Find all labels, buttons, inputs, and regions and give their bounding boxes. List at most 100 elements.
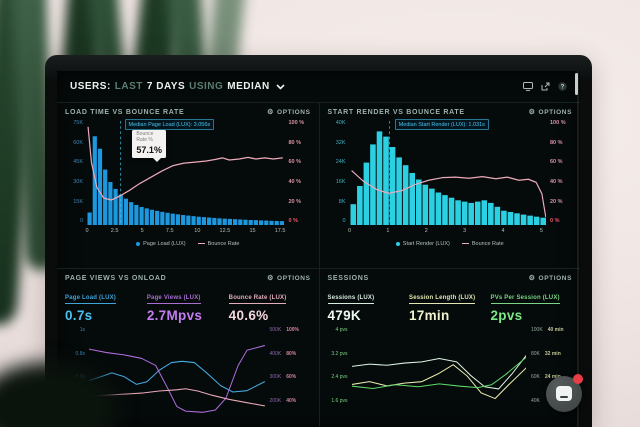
- y-axis-tick: 40K: [335, 120, 346, 126]
- histogram-plot: Median Page Load (LUX): 3.056s Bounce Ra…: [87, 119, 285, 225]
- y-axis-tick: 100 %: [550, 120, 566, 126]
- axis-tick-row: 40K: [531, 398, 572, 404]
- axis-tick-row: 60K 24 min: [531, 375, 572, 380]
- y-axis-tick: 1s: [79, 327, 85, 333]
- histogram-plot: Median Start Render (LUX): 1.031s: [349, 119, 547, 225]
- axis-tick: 100K: [531, 327, 543, 333]
- y-axis-tick: 0: [342, 218, 346, 225]
- legend-line-icon: [461, 242, 469, 245]
- stat-bounce-rate: Bounce Rate (LUX) 40.6%: [228, 286, 311, 323]
- dashboard-header: USERS: LAST 7 DAYS USING MEDIAN: [57, 71, 580, 103]
- stat-label: Session Length (LUX): [409, 295, 476, 304]
- legend-dot-icon: [136, 241, 141, 246]
- y-axis-tick: 4 pvs: [335, 327, 348, 333]
- y-axis-tick: 8K: [338, 198, 346, 205]
- options-label: OPTIONS: [277, 275, 311, 282]
- dashboard-row-bottom: PAGE VIEWS VS ONLOAD ⚙ OPTIONS Page Load…: [57, 269, 580, 426]
- stat-value: 2pvs: [490, 308, 523, 323]
- gear-icon: ⚙: [528, 109, 536, 116]
- x-axis-tick: 17.5: [274, 228, 286, 234]
- axis-tick: 80%: [286, 350, 297, 357]
- y-axis-tick: 100 %: [288, 120, 305, 126]
- stat-label: Sessions (LUX): [327, 295, 375, 304]
- x-axis-tick: 2.5: [110, 228, 119, 234]
- x-axis-tick: 0: [85, 228, 89, 234]
- axis-tick: 24 min: [544, 374, 561, 381]
- gear-icon: ⚙: [528, 275, 536, 282]
- y-axis-tick: 75K: [73, 120, 83, 126]
- x-axis: 0 1 2 3 4 5: [348, 228, 547, 237]
- y-axis-left: 40K 32K 24K 16K 8K 0: [328, 120, 350, 225]
- stat-value: 2.7Mpvs: [146, 308, 203, 323]
- stat-label: Page Load (LUX): [65, 295, 117, 304]
- legend-label: Bounce Rate: [471, 240, 504, 247]
- chat-widget-button[interactable]: [546, 374, 583, 412]
- options-label: OPTIONS: [277, 109, 311, 116]
- y-axis-tick: 2.4 pvs: [331, 374, 348, 381]
- options-button[interactable]: ⚙ OPTIONS: [267, 109, 310, 116]
- tooltip-value: 57.1%: [136, 144, 162, 155]
- display-icon[interactable]: [523, 82, 533, 91]
- y-axis-tick: 15K: [73, 198, 83, 205]
- stat-label: PVs Per Session (LUX): [490, 295, 560, 304]
- axis-tick: 200K: [269, 397, 282, 404]
- options-button[interactable]: ⚙ OPTIONS: [267, 275, 310, 282]
- stat-value: 479K: [327, 308, 361, 323]
- axis-tick: 80K: [531, 350, 540, 357]
- legend-label: Bounce Rate: [207, 240, 240, 247]
- x-axis-tick: 5: [140, 228, 144, 234]
- y-axis-tick: 20 %: [288, 198, 302, 205]
- axis-tick: 32 min: [544, 350, 561, 357]
- y-axis-tick: 40 %: [288, 179, 302, 186]
- share-icon[interactable]: [541, 82, 550, 91]
- median-annotation: Median Start Render (LUX): 1.031s: [394, 119, 489, 130]
- options-button[interactable]: ⚙ OPTIONS: [529, 109, 572, 116]
- options-button[interactable]: ⚙ OPTIONS: [529, 275, 572, 282]
- stat-label: Bounce Rate (LUX): [228, 295, 287, 304]
- y-axis-left: 75K 60K 45K 30K 15K 0: [65, 120, 87, 225]
- y-axis-tick: 80 %: [288, 139, 302, 146]
- axis-tick: 400K: [269, 350, 282, 357]
- x-axis-tick: 1: [386, 228, 390, 234]
- legend-item: Bounce Rate: [461, 240, 504, 247]
- y-axis-left: 4 pvs 3.2 pvs 2.4 pvs 1.6 pvs: [328, 328, 352, 404]
- y-axis-right: 100 % 80 % 60 % 40 % 20 % 0 %: [546, 120, 572, 225]
- help-icon[interactable]: ?: [558, 82, 567, 91]
- x-axis-tick: 12.5: [219, 228, 231, 234]
- axis-tick: 60K: [531, 374, 540, 381]
- legend-item: Bounce Rate: [197, 240, 240, 247]
- chart-legend: Page Load (LUX) Bounce Rate: [65, 237, 311, 250]
- y-axis-tick: 60K: [73, 139, 83, 146]
- y-axis-right: 100 % 80 % 60 % 40 % 20 % 0 %: [285, 120, 311, 225]
- y-axis-tick: 0: [79, 218, 83, 225]
- stat-session-length: Session Length (LUX) 17min: [409, 286, 491, 323]
- legend-line-icon: [197, 242, 205, 245]
- x-axis-tick: 5: [539, 228, 543, 234]
- y-axis-tick: 1.6 pvs: [331, 397, 348, 404]
- y-axis-tick: 3.2 pvs: [331, 350, 348, 357]
- dashboard-row-top: LOAD TIME VS BOUNCE RATE ⚙ OPTIONS 75K 60…: [57, 103, 580, 269]
- legend-label: Page Load (LUX): [143, 240, 186, 247]
- line-chart: [89, 328, 265, 424]
- scrollbar-thumb[interactable]: [575, 73, 578, 95]
- panel-sessions: SESSIONS ⚙ OPTIONS Sessions (LUX) 479K S…: [318, 269, 581, 426]
- panel-start-render-vs-bounce-rate: START RENDER VS BOUNCE RATE ⚙ OPTIONS 40…: [318, 103, 581, 268]
- chart-svg: [349, 121, 546, 225]
- dashboard-title-dropdown[interactable]: USERS: LAST 7 DAYS USING MEDIAN: [70, 81, 285, 92]
- x-axis-tick: 4: [501, 228, 505, 234]
- screen-edge-reflection: [577, 71, 579, 427]
- axis-tick-row: 500K 100%: [270, 328, 311, 333]
- x-axis: 0 2.5 5 7.5 10 12.5 15 17.5: [85, 228, 286, 237]
- legend-dot-icon: [395, 241, 400, 246]
- axis-tick: 40 min: [547, 327, 564, 333]
- chart-svg: [87, 121, 285, 225]
- axis-tick-row: 100K 40 min: [531, 328, 572, 333]
- y-axis-tick: 60 %: [550, 159, 563, 166]
- stat-label: Page Views (LUX): [146, 295, 201, 304]
- x-axis-tick: 7.5: [165, 228, 174, 234]
- svg-text:?: ?: [561, 85, 565, 91]
- y-axis-tick: 32K: [335, 139, 346, 146]
- legend-item: Page Load (LUX): [136, 241, 186, 247]
- axis-tick-row: 400K 80%: [269, 350, 311, 357]
- y-axis-tick: 0 %: [550, 218, 560, 225]
